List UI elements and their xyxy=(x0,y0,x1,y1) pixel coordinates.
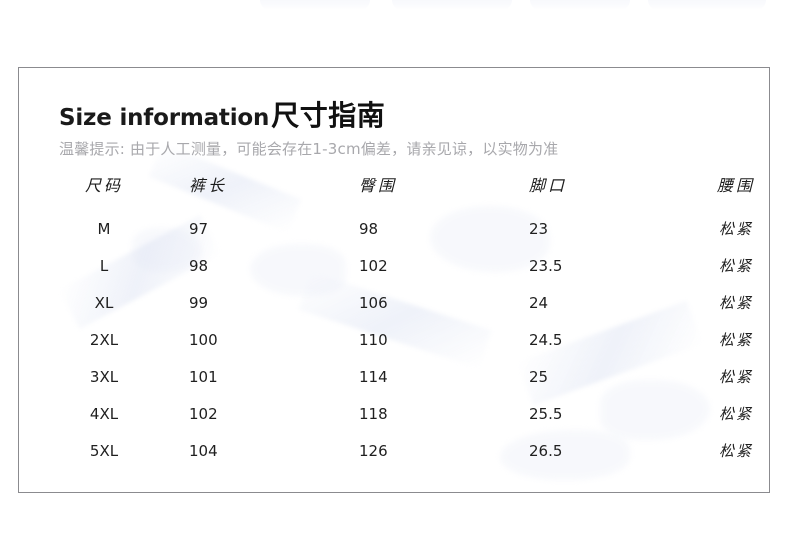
cell-hip: 106 xyxy=(359,293,388,312)
cell-cuff: 24 xyxy=(529,293,549,312)
page-title: Size information 尺寸指南 xyxy=(59,94,385,134)
cell-waist: 松紧 xyxy=(718,257,753,275)
cell-length: 98 xyxy=(189,256,209,275)
cell-size: L xyxy=(99,256,109,275)
cell-cuff: 24.5 xyxy=(529,330,563,349)
cell-cuff: 23 xyxy=(529,219,549,238)
cell-hip: 114 xyxy=(359,367,388,386)
cell-length: 100 xyxy=(189,330,218,349)
table-row: M 97 98 23 松紧 xyxy=(19,210,771,247)
cell-size: 5XL xyxy=(89,441,119,460)
table-row: 2XL 100 110 24.5 松紧 xyxy=(19,321,771,358)
table-row: 5XL 104 126 26.5 松紧 xyxy=(19,432,771,469)
cell-cuff: 23.5 xyxy=(529,256,563,275)
cell-size: 2XL xyxy=(89,330,119,349)
cell-waist: 松紧 xyxy=(718,220,753,238)
cell-hip: 98 xyxy=(359,219,379,238)
cell-size: 4XL xyxy=(89,404,119,423)
table-header-row: 尺码 裤长 臀围 脚口 腰围 xyxy=(19,172,771,210)
table-row: 3XL 101 114 25 松紧 xyxy=(19,358,771,395)
cell-length: 104 xyxy=(189,441,218,460)
cell-waist: 松紧 xyxy=(718,331,753,349)
title-chinese: 尺寸指南 xyxy=(271,99,386,132)
cell-length: 99 xyxy=(189,293,209,312)
watermark-top-block-3 xyxy=(530,0,630,10)
column-header-cuff: 脚口 xyxy=(529,176,568,195)
cell-length: 101 xyxy=(189,367,218,386)
cell-length: 97 xyxy=(189,219,209,238)
cell-waist: 松紧 xyxy=(718,368,753,386)
watermark-top-block-1 xyxy=(260,0,370,10)
watermark-top-block-4 xyxy=(648,0,766,10)
cell-cuff: 25.5 xyxy=(529,404,563,423)
column-header-hip: 臀围 xyxy=(359,176,398,195)
size-guide-card: Size information 尺寸指南 温馨提示: 由于人工测量，可能会存在… xyxy=(18,67,770,493)
cell-cuff: 26.5 xyxy=(529,441,563,460)
cell-hip: 110 xyxy=(359,330,388,349)
title-english: Size information xyxy=(59,105,270,131)
table-row: L 98 102 23.5 松紧 xyxy=(19,247,771,284)
column-header-waist: 腰围 xyxy=(716,176,755,195)
cell-size: 3XL xyxy=(89,367,119,386)
cell-hip: 118 xyxy=(359,404,388,423)
cell-size: M xyxy=(97,219,111,238)
cell-waist: 松紧 xyxy=(718,405,753,423)
cell-length: 102 xyxy=(189,404,218,423)
size-chart-table: 尺码 裤长 臀围 脚口 腰围 M 97 98 23 松紧 L 98 102 23… xyxy=(19,172,771,469)
column-header-size: 尺码 xyxy=(84,176,123,195)
table-row: 4XL 102 118 25.5 松紧 xyxy=(19,395,771,432)
table-row: XL 99 106 24 松紧 xyxy=(19,284,771,321)
cell-waist: 松紧 xyxy=(718,442,753,460)
cell-hip: 102 xyxy=(359,256,388,275)
watermark-top-block-2 xyxy=(392,0,512,10)
column-header-length: 裤长 xyxy=(189,176,228,195)
cell-hip: 126 xyxy=(359,441,388,460)
cell-size: XL xyxy=(94,293,114,312)
cell-waist: 松紧 xyxy=(718,294,753,312)
measurement-note: 温馨提示: 由于人工测量，可能会存在1-3cm偏差，请亲见谅，以实物为准 xyxy=(59,140,559,158)
cell-cuff: 25 xyxy=(529,367,549,386)
